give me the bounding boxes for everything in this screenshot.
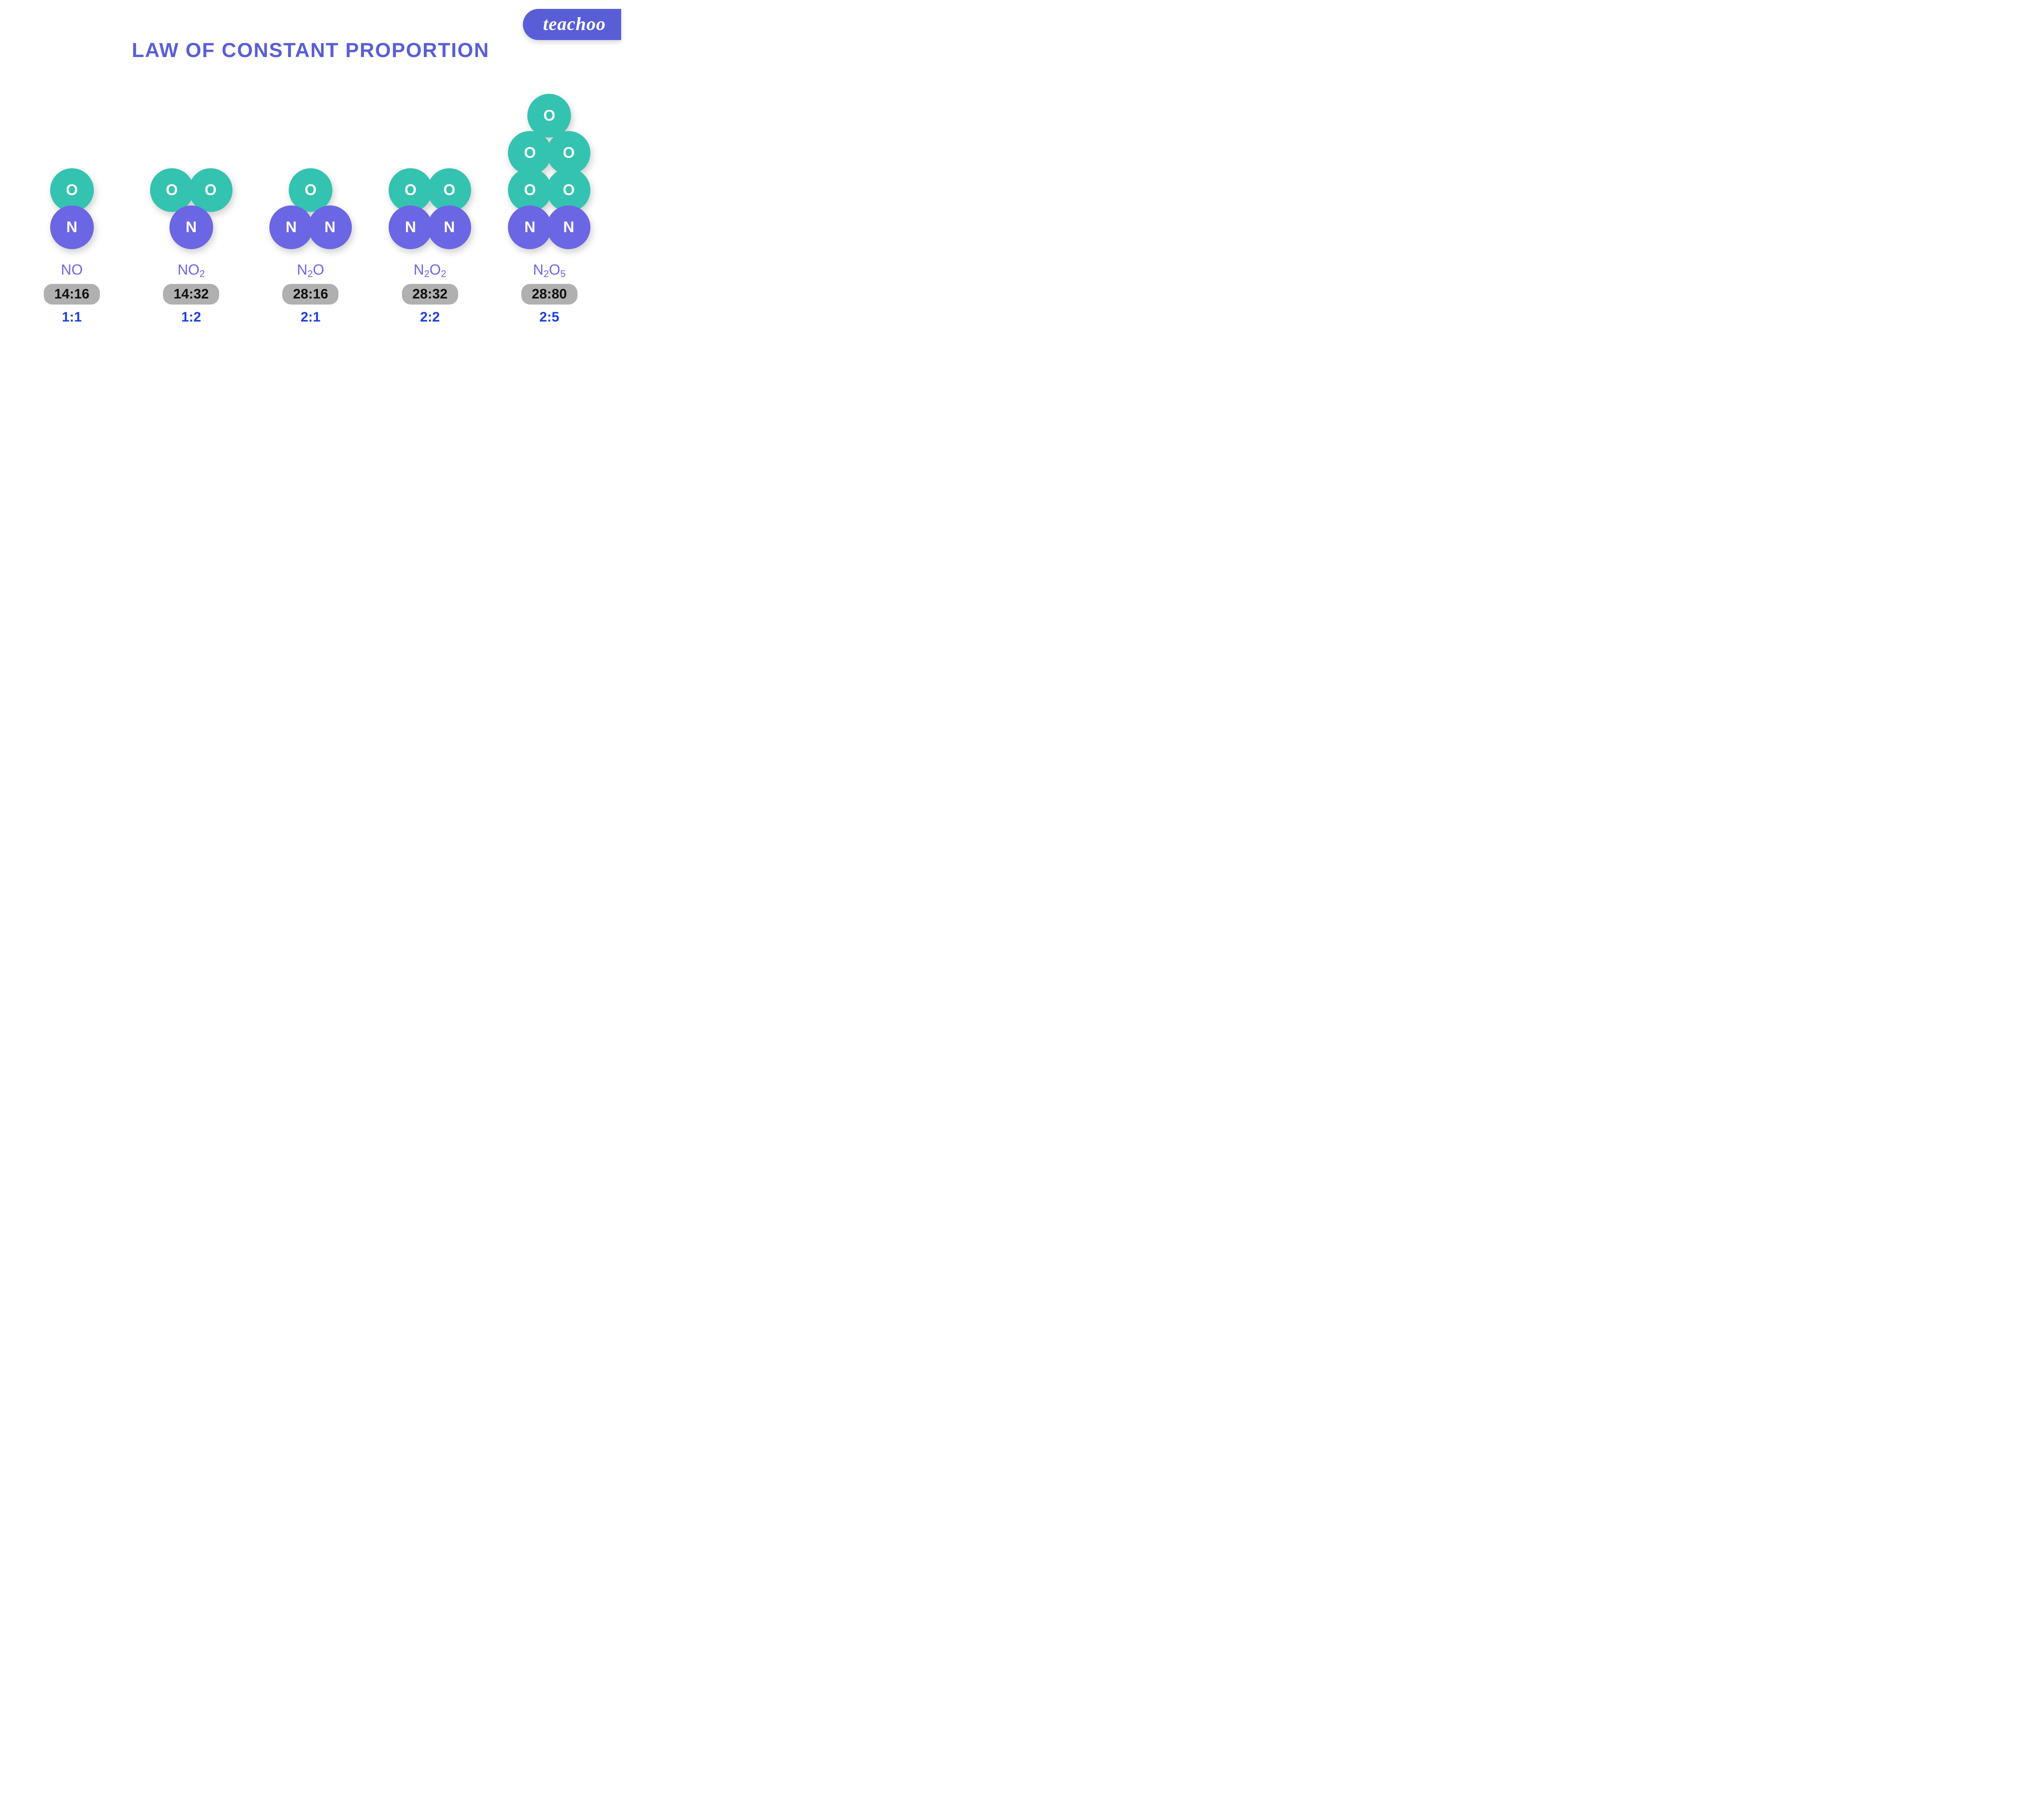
atom-row: O (53, 171, 91, 209)
molecule-diagram: OOOOONN (510, 97, 588, 246)
nitrogen-atom: N (547, 205, 590, 249)
simplified-ratio: 1:1 (62, 309, 82, 325)
mass-ratio-badge: 14:16 (44, 284, 100, 305)
atom-row: NN (510, 209, 588, 246)
atom-row: N (53, 209, 91, 246)
simplified-ratio: 1:2 (181, 309, 201, 325)
atom-row: OO (152, 171, 230, 209)
atom-row: O (530, 97, 569, 134)
molecule-diagram: OONN (391, 171, 469, 246)
nitrogen-atom: N (508, 205, 552, 249)
molecule-diagram: ON (53, 171, 91, 246)
mass-ratio-badge: 28:16 (282, 284, 338, 305)
nitrogen-atom: N (427, 205, 471, 249)
molecule-column: ONNO14:161:1 (19, 171, 125, 325)
molecule-column: OON NO2 14:32 1:2 (139, 171, 244, 325)
molecule-column: ONN N2O 28:16 2:1 (258, 171, 363, 325)
nitrogen-atom: N (169, 205, 213, 249)
molecule-formula: N2O2 (414, 261, 446, 278)
atom-row: OO (510, 134, 588, 171)
molecule-formula: NO2 (178, 261, 205, 278)
simplified-ratio: 2:5 (539, 309, 559, 325)
atom-row: N (172, 209, 211, 246)
molecule-diagram: OON (152, 171, 230, 246)
oxygen-atom: O (189, 168, 233, 212)
molecule-formula: N2O5 (533, 261, 566, 278)
atom-row: OO (510, 171, 588, 209)
mass-ratio-badge: 14:32 (163, 284, 219, 305)
molecule-formula: NO (61, 261, 83, 278)
nitrogen-atom: N (389, 205, 432, 249)
mass-ratio-badge: 28:32 (402, 284, 458, 305)
molecule-column: OOOOONNN2O528:802:5 (497, 97, 602, 325)
molecule-diagram: ONN (272, 171, 349, 246)
page-title: LAW OF CONSTANT PROPORTION (0, 38, 621, 62)
mass-ratio-badge: 28:80 (521, 284, 577, 305)
atom-row: NN (391, 209, 469, 246)
simplified-ratio: 2:2 (420, 309, 440, 325)
atom-row: OO (391, 171, 469, 209)
atom-row: O (291, 171, 330, 209)
molecule-column: OONN N2O2 28:32 2:2 (377, 171, 482, 325)
brand-logo: teachoo (523, 9, 621, 40)
atom-row: NN (272, 209, 349, 246)
nitrogen-atom: N (50, 205, 94, 249)
simplified-ratio: 2:1 (300, 309, 320, 325)
oxygen-atom: O (150, 168, 194, 212)
nitrogen-atom: N (308, 205, 352, 249)
nitrogen-atom: N (269, 205, 313, 249)
molecules-row: ONNO14:161:1OONNO214:321:2ONNN2O28:162:1… (0, 97, 621, 325)
molecule-formula: N2O (297, 261, 324, 278)
